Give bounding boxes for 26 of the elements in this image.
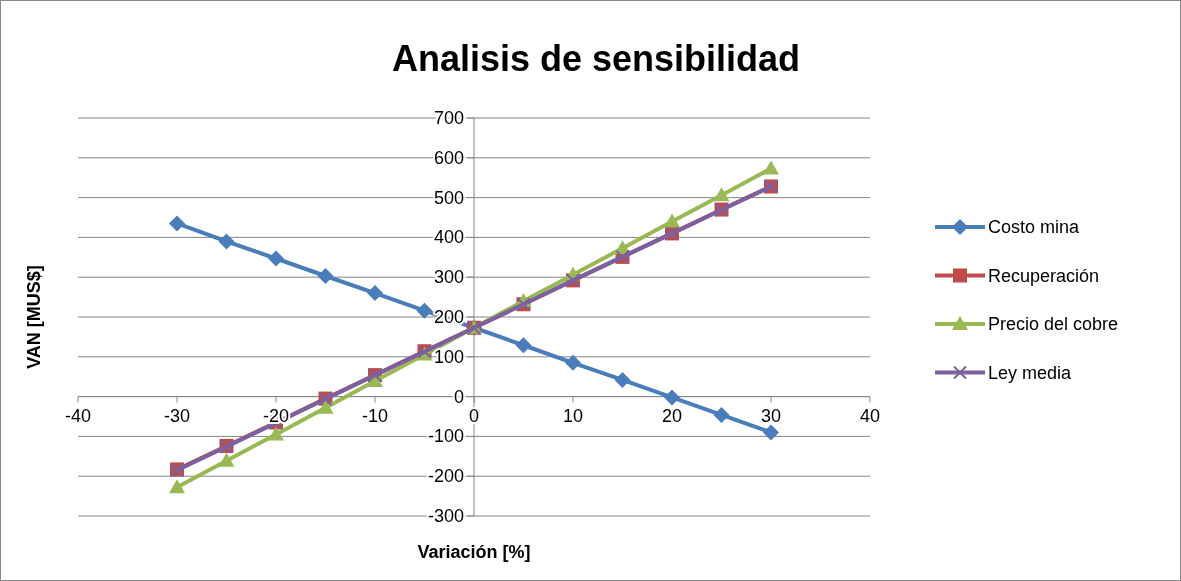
y-tick-label: 200	[433, 307, 464, 327]
x-tick-label: 10	[562, 405, 584, 426]
x-axis-title: Variación [%]	[417, 542, 531, 562]
x-tick-label: 30	[760, 405, 782, 426]
y-tick-label: -300	[427, 506, 464, 526]
y-tick-label: -200	[427, 466, 464, 487]
legend-label: Ley media	[988, 362, 1073, 383]
y-tick-label: 500	[433, 187, 464, 208]
legend-label: Precio del cobre	[988, 314, 1119, 334]
y-tick-label: 400	[433, 227, 464, 248]
x-tick-label: -30	[163, 405, 191, 426]
y-tick-label: 0	[453, 386, 464, 407]
y-tick-label: 600	[433, 147, 464, 168]
y-tick-label: 300	[433, 267, 464, 288]
y-tick-label: 100	[433, 346, 464, 367]
chart-title: Analisis de sensibilidad	[391, 38, 801, 79]
y-axis-title: VAN [MUS$]	[24, 265, 44, 369]
y-tick-label: 700	[433, 108, 464, 128]
x-tick-label: 20	[661, 405, 683, 426]
x-tick-label: -10	[361, 405, 389, 426]
x-tick-label: 0	[468, 405, 480, 426]
x-tick-label: -40	[64, 405, 92, 426]
x-tick-label: 40	[859, 405, 881, 426]
legend-label: Costo mina	[988, 217, 1081, 237]
legend-label: Recuperación	[988, 265, 1100, 286]
y-tick-label: -100	[427, 426, 464, 447]
